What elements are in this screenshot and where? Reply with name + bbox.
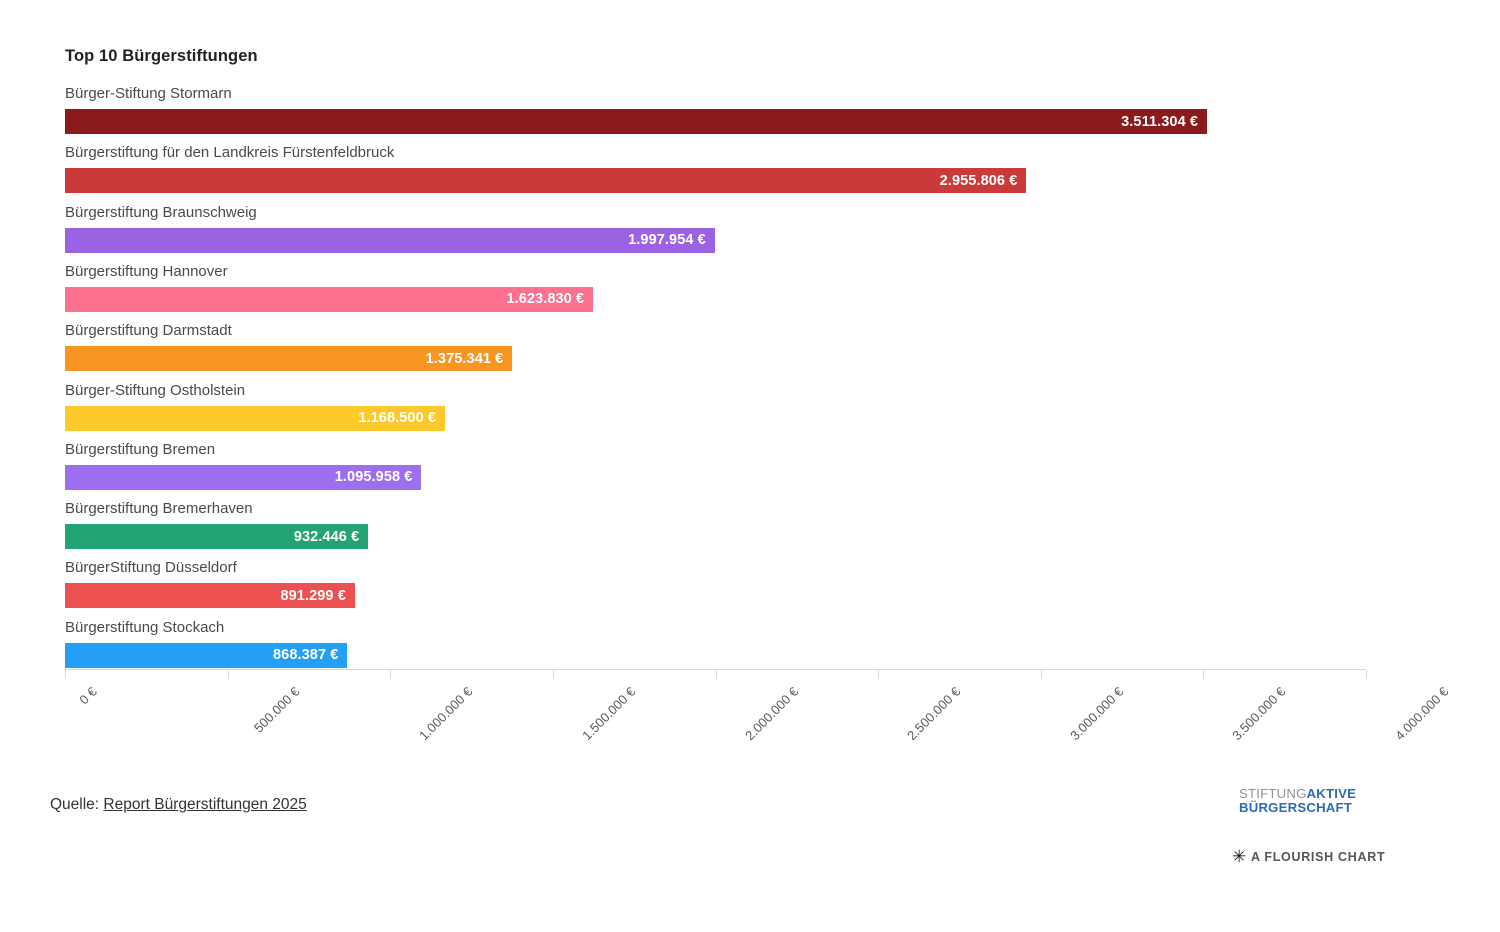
- bar-track: 1.623.830 €: [65, 286, 1366, 312]
- bar-track: 891.299 €: [65, 583, 1366, 609]
- x-axis-tick-label: 1.000.000 €: [416, 684, 476, 744]
- bar-row: Bürger-Stiftung Stormarn 3.511.304 €: [65, 84, 1366, 143]
- bar-track: 1.997.954 €: [65, 227, 1366, 253]
- x-axis-tick-mark: [227, 670, 229, 679]
- bar-value-label: 1.375.341 €: [425, 350, 504, 367]
- bar-row: Bürgerstiftung Braunschweig 1.997.954 €: [65, 203, 1366, 262]
- x-axis-tick-label: 4.000.000 €: [1392, 684, 1452, 744]
- x-axis: 0 € 500.000 € 1.000.000 € 1.500.000 € 2.000.…: [65, 669, 1451, 743]
- bar-track: 932.446 €: [65, 524, 1366, 550]
- bar-row: BürgerStiftung Düsseldorf 891.299 €: [65, 558, 1366, 617]
- bar-row: Bürgerstiftung Hannover 1.623.830 €: [65, 262, 1366, 321]
- bar[interactable]: 1.095.958 €: [65, 464, 422, 490]
- flourish-star-icon: ✳: [1232, 847, 1247, 866]
- logo-word-aktive: AKTIVE: [1306, 786, 1357, 801]
- plot-area: Bürger-Stiftung Stormarn 3.511.304 € Bürge…: [65, 84, 1366, 669]
- stiftung-aktive-buergerschaft-logo: STIFTUNGAKTIVE BÜRGERSCHAFT: [1239, 787, 1356, 815]
- bar-row: Bürgerstiftung Bremen 1.095.958 €: [65, 440, 1366, 499]
- bar[interactable]: 868.387 €: [65, 642, 348, 668]
- x-axis-tick-label: 2.500.000 €: [904, 684, 964, 744]
- bar[interactable]: 891.299 €: [65, 583, 355, 609]
- bar-value-label: 1.623.830 €: [506, 291, 585, 308]
- bar[interactable]: 932.446 €: [65, 524, 369, 550]
- logo-word-buergerschaft: BÜRGERSCHAFT: [1239, 800, 1353, 815]
- x-axis-tick-mark: [1040, 670, 1042, 679]
- x-axis-tick-mark: [878, 670, 880, 679]
- bar-category-label: BürgerStiftung Düsseldorf: [65, 559, 237, 577]
- bar[interactable]: 1.997.954 €: [65, 227, 715, 253]
- bar-category-label: Bürgerstiftung Bremen: [65, 440, 216, 458]
- bar-category-label: Bürgerstiftung Braunschweig: [65, 203, 257, 221]
- x-axis-tick-mark: [1203, 670, 1205, 679]
- x-axis-tick-mark: [715, 670, 717, 679]
- bar-category-label: Bürgerstiftung Bremerhaven: [65, 500, 253, 518]
- bar-category-label: Bürgerstiftung Hannover: [65, 262, 228, 280]
- bar-track: 1.375.341 €: [65, 346, 1366, 372]
- bar[interactable]: 1.168.500 €: [65, 405, 446, 431]
- bar-row: Bürgerstiftung Darmstadt 1.375.341 €: [65, 321, 1366, 380]
- x-axis-tick-label: 500.000 €: [250, 684, 303, 736]
- bar-row: Bürgerstiftung Stockach 868.387 €: [65, 618, 1366, 677]
- x-axis-tick-label: 2.000.000 €: [741, 684, 801, 744]
- bar-category-label: Bürgerstiftung Stockach: [65, 618, 225, 636]
- bar-category-label: Bürger-Stiftung Ostholstein: [65, 381, 246, 399]
- bar-track: 1.168.500 €: [65, 405, 1366, 431]
- bar-track: 3.511.304 €: [65, 109, 1366, 134]
- bar-category-label: Bürgerstiftung für den Landkreis Fürsten…: [65, 144, 395, 162]
- source-prefix: Quelle:: [50, 796, 104, 813]
- bar-value-label: 1.168.500 €: [358, 410, 437, 426]
- bar[interactable]: 3.511.304 €: [65, 109, 1208, 134]
- chart-title: Top 10 Bürgerstiftungen: [65, 47, 258, 65]
- source-link[interactable]: Report Bürgerstiftungen 2025: [103, 796, 307, 813]
- bar-track: 868.387 €: [65, 642, 1366, 668]
- logo-word-stiftung: STIFTUNG: [1239, 786, 1307, 801]
- bar-row: Bürgerstiftung Bremerhaven 932.446 €: [65, 499, 1366, 558]
- source-note: Quelle: Report Bürgerstiftungen 2025: [50, 796, 307, 814]
- bar-value-label: 891.299 €: [280, 587, 346, 604]
- flourish-credit-label: A FLOURISH CHART: [1250, 849, 1386, 864]
- bar-row: Bürgerstiftung für den Landkreis Fürsten…: [65, 143, 1366, 202]
- bar-category-label: Bürger-Stiftung Stormarn: [65, 85, 232, 102]
- x-axis-tick-label: 3.500.000 €: [1229, 684, 1289, 744]
- x-axis-tick-mark: [390, 670, 392, 679]
- bar-row: Bürger-Stiftung Ostholstein 1.168.500 €: [65, 381, 1366, 440]
- x-axis-tick-mark: [65, 670, 66, 679]
- x-axis-tick-label: 1.500.000 €: [578, 684, 639, 744]
- bar-value-label: 1.095.958 €: [334, 469, 413, 486]
- bar-value-label: 3.511.304 €: [1121, 113, 1199, 130]
- x-axis-tick-label: 0 €: [76, 684, 100, 708]
- logo-line-1: STIFTUNGAKTIVE: [1239, 787, 1356, 801]
- x-axis-tick-label: 3.000.000 €: [1066, 684, 1127, 744]
- x-axis-tick-mark: [1366, 670, 1367, 679]
- bar[interactable]: 2.955.806 €: [65, 168, 1027, 194]
- bar-value-label: 868.387 €: [273, 647, 339, 664]
- bar-value-label: 2.955.806 €: [939, 172, 1018, 189]
- bar-track: 1.095.958 €: [65, 464, 1366, 490]
- bar-category-label: Bürgerstiftung Darmstadt: [65, 322, 232, 340]
- x-axis-tick-mark: [552, 670, 554, 679]
- bar-track: 2.955.806 €: [65, 168, 1366, 194]
- bar[interactable]: 1.623.830 €: [65, 286, 594, 312]
- bar[interactable]: 1.375.341 €: [65, 346, 513, 372]
- bar-value-label: 1.997.954 €: [628, 232, 706, 249]
- bar-value-label: 932.446 €: [293, 528, 360, 545]
- flourish-credit[interactable]: ✳ A FLOURISH CHART: [1232, 848, 1385, 865]
